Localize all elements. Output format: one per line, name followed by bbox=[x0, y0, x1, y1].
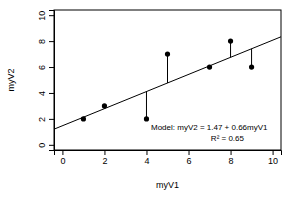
residual bbox=[251, 49, 252, 67]
x-tick-mark bbox=[189, 150, 190, 155]
y-tick-label: 4 bbox=[37, 91, 47, 96]
y-tick: 2 bbox=[37, 117, 54, 122]
y-tick-mark bbox=[49, 145, 54, 146]
x-tick-label: 4 bbox=[144, 156, 149, 166]
y-tick: 6 bbox=[37, 65, 54, 70]
residual bbox=[146, 92, 147, 119]
y-axis: 0 2 4 6 8 10 bbox=[37, 11, 55, 151]
annotation: Model: myV2 = 1.47 + 0.66myV1 bbox=[151, 123, 268, 132]
x-tick-label: 6 bbox=[187, 156, 192, 166]
y-tick-label: 0 bbox=[37, 143, 47, 148]
y-tick-mark bbox=[49, 93, 54, 94]
point bbox=[165, 51, 170, 56]
x-tick-label: 2 bbox=[102, 156, 107, 166]
x-tick-mark bbox=[104, 150, 105, 155]
point bbox=[102, 103, 107, 108]
chart: 0 2 4 6 8 10 0 2 4 6 8 10 myV1 myV2 Model: myV2 = 1.47… bbox=[0, 0, 300, 200]
y-tick-label: 10 bbox=[37, 11, 47, 21]
y-tick: 8 bbox=[37, 39, 54, 44]
x-axis-title: myV1 bbox=[156, 180, 179, 190]
point bbox=[228, 39, 233, 44]
x-tick-mark bbox=[231, 150, 232, 155]
plot-area: 0 2 4 6 8 10 0 2 4 6 8 10 bbox=[37, 10, 282, 166]
y-tick: 4 bbox=[37, 91, 54, 96]
annotation: R² = 0.65 bbox=[211, 134, 245, 143]
x-tick: 2 bbox=[102, 150, 107, 166]
point bbox=[144, 116, 149, 121]
y-tick-mark bbox=[49, 67, 54, 68]
plot-frame bbox=[54, 10, 281, 150]
x-tick: 4 bbox=[144, 150, 149, 166]
x-tick: 6 bbox=[187, 150, 192, 166]
point bbox=[81, 116, 86, 121]
x-tick: 10 bbox=[268, 150, 278, 166]
regression-line bbox=[54, 37, 281, 129]
point bbox=[249, 64, 254, 69]
x-axis-line bbox=[55, 151, 282, 156]
x-tick-mark bbox=[273, 150, 274, 155]
y-tick-mark bbox=[49, 119, 54, 120]
y-tick-mark bbox=[49, 15, 54, 16]
x-tick: 8 bbox=[229, 150, 234, 166]
x-tick-mark bbox=[146, 150, 147, 155]
y-tick: 0 bbox=[37, 143, 54, 148]
point bbox=[207, 64, 212, 69]
x-axis: 0 2 4 6 8 10 bbox=[55, 150, 282, 166]
y-tick-label: 8 bbox=[37, 39, 47, 44]
y-tick-mark bbox=[49, 41, 54, 42]
x-tick-label: 0 bbox=[60, 156, 65, 166]
marks bbox=[54, 37, 281, 129]
x-tick: 0 bbox=[60, 150, 65, 166]
x-tick-label: 10 bbox=[268, 156, 278, 166]
x-tick-label: 8 bbox=[229, 156, 234, 166]
y-tick-label: 2 bbox=[37, 117, 47, 122]
y-tick-label: 6 bbox=[37, 65, 47, 70]
y-axis-line bbox=[49, 11, 55, 151]
residual bbox=[167, 54, 168, 83]
x-tick-mark bbox=[62, 150, 63, 155]
y-tick: 10 bbox=[37, 11, 54, 21]
y-axis-title: myV2 bbox=[6, 68, 16, 91]
